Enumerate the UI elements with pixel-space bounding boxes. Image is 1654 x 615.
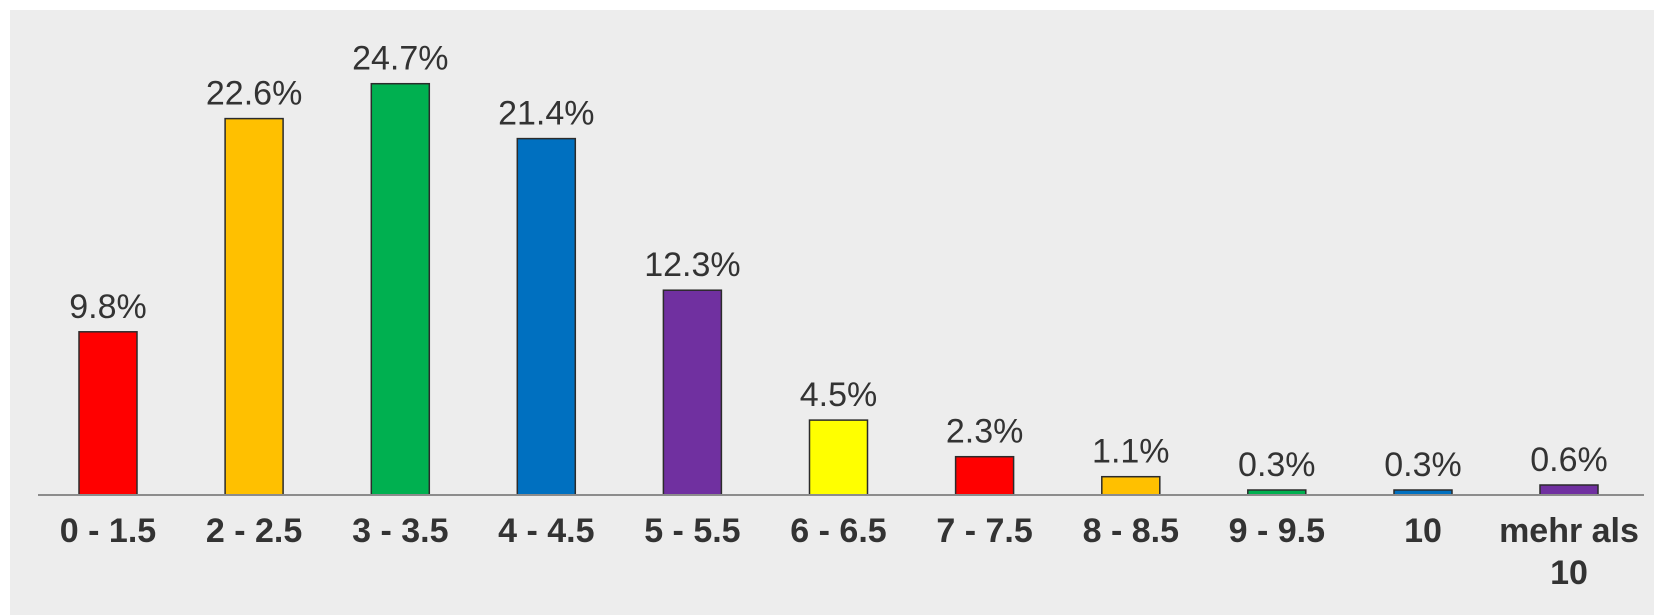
category-labels-layer: 0 - 1.5 2 - 2.5 3 - 3.5 4 - 4.5 5 - 5.5 6 - 6… — [60, 512, 1639, 592]
bar-4 — [662, 289, 723, 496]
value-label-9: 0.3% — [1384, 446, 1462, 484]
category-label-1: 2 - 2.5 — [206, 512, 302, 550]
value-label-7: 1.1% — [1092, 433, 1170, 471]
bar-5 — [808, 419, 869, 496]
value-label-1: 22.6% — [206, 75, 302, 113]
category-label-0: 0 - 1.5 — [60, 512, 156, 550]
bar-10 — [1539, 484, 1599, 496]
bar-chart: 9.8% 22.6% 24.7% 21.4% 12.3% 4.5% 2.3% 1.1% 0.3%… — [38, 40, 1644, 592]
category-label-5: 6 - 6.5 — [790, 512, 886, 550]
category-label-9: 10 — [1404, 512, 1442, 550]
value-label-10: 0.6% — [1530, 441, 1608, 479]
value-labels-layer: 9.8% 22.6% 24.7% 21.4% 12.3% 4.5% 2.3% 1.1% 0.3%… — [69, 40, 1608, 484]
value-label-8: 0.3% — [1238, 446, 1316, 484]
category-label-2: 3 - 3.5 — [352, 512, 448, 550]
value-label-0: 9.8% — [69, 288, 147, 326]
value-label-4: 12.3% — [644, 246, 740, 284]
bar-2 — [370, 82, 431, 496]
bar-1 — [224, 117, 284, 496]
value-label-6: 2.3% — [946, 413, 1024, 451]
value-label-5: 4.5% — [800, 376, 878, 414]
bar-3 — [516, 137, 577, 496]
category-label-7: 8 - 8.5 — [1083, 512, 1179, 550]
category-label-10: mehr als 10 — [1499, 512, 1639, 592]
bar-0 — [78, 331, 138, 496]
category-label-6: 7 - 7.5 — [936, 512, 1032, 550]
chart-area: 9.8% 22.6% 24.7% 21.4% 12.3% 4.5% 2.3% 1.1% 0.3%… — [10, 10, 1654, 615]
category-label-3: 4 - 4.5 — [498, 512, 594, 550]
bars-layer — [78, 82, 1599, 496]
category-label-4: 5 - 5.5 — [644, 512, 740, 550]
bar-6 — [954, 455, 1015, 496]
value-label-2: 24.7% — [352, 40, 448, 78]
value-label-3: 21.4% — [498, 95, 594, 133]
category-label-8: 9 - 9.5 — [1229, 512, 1325, 550]
bar-7 — [1101, 475, 1161, 496]
